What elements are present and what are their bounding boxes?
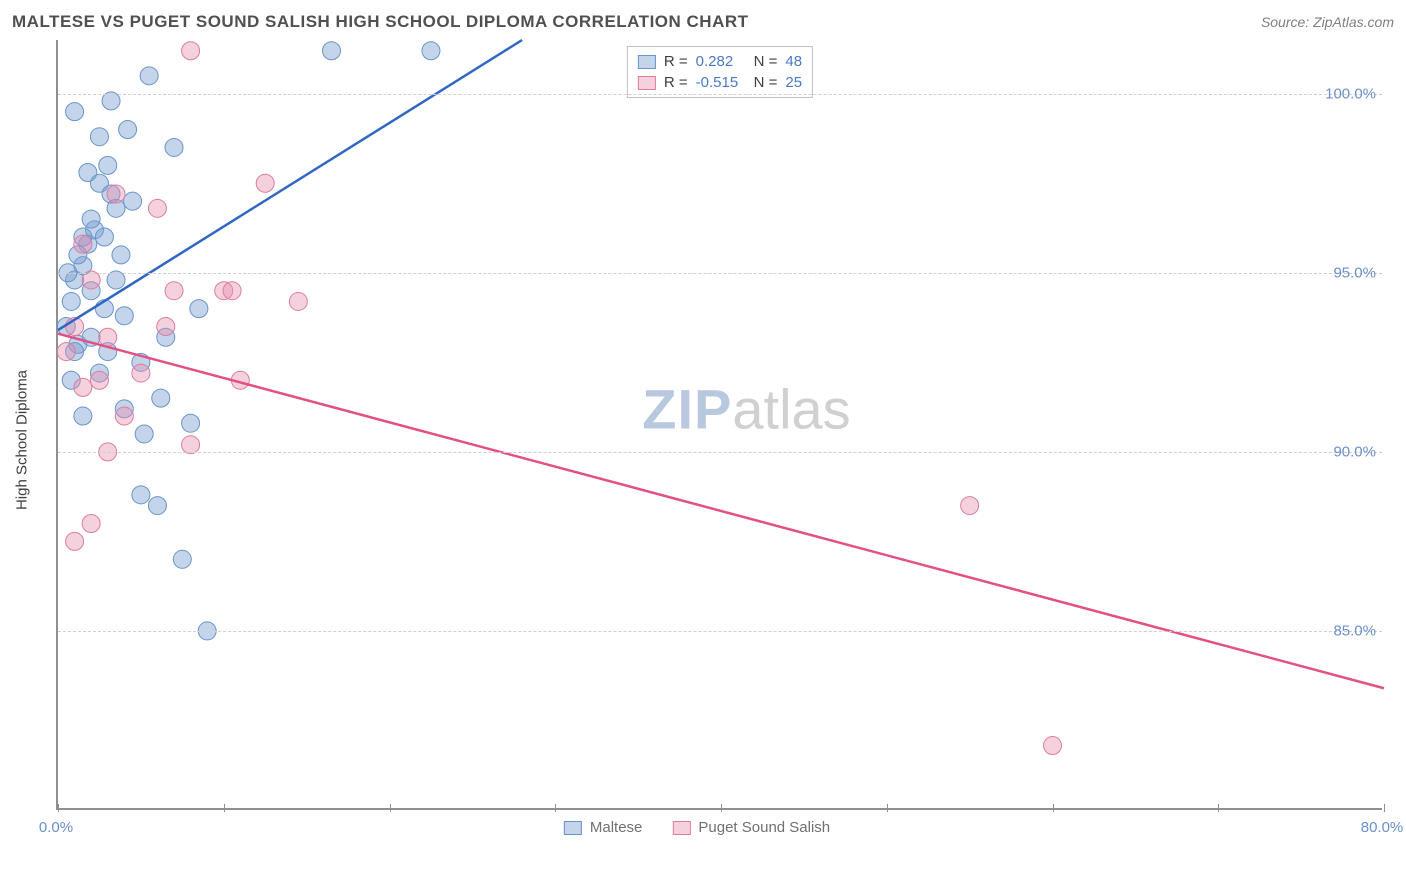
chart-title: MALTESE VS PUGET SOUND SALISH HIGH SCHOO… [12,12,749,32]
data-point [90,371,108,389]
data-point [99,328,117,346]
gridline [58,631,1382,632]
data-point [79,164,97,182]
data-point [132,486,150,504]
data-point [422,42,440,60]
data-point [119,121,137,139]
data-point [322,42,340,60]
salish-swatch-icon [672,821,690,835]
data-point [66,532,84,550]
y-tick-label: 100.0% [1325,85,1376,102]
x-tick [58,804,59,812]
data-point [148,199,166,217]
data-point [62,292,80,310]
n-label: N = [754,74,778,91]
chart-container: MALTESE VS PUGET SOUND SALISH HIGH SCHOO… [0,0,1406,892]
data-point [66,103,84,121]
salish-swatch-icon [638,76,656,90]
legend-label-maltese: Maltese [590,819,643,836]
data-point [165,282,183,300]
x-tick [555,804,556,812]
y-tick-label: 85.0% [1333,622,1376,639]
data-point [124,192,142,210]
data-point [132,364,150,382]
x-tick [1053,804,1054,812]
legend-item-salish: Puget Sound Salish [672,819,830,836]
data-point [57,343,75,361]
gridline [58,94,1382,95]
legend-row-salish: R = -0.515 N = 25 [638,72,802,93]
bottom-legend: Maltese Puget Sound Salish [564,819,830,836]
regression-line [58,40,522,330]
gridline [58,452,1382,453]
header: MALTESE VS PUGET SOUND SALISH HIGH SCHOO… [12,12,1394,32]
data-point [135,425,153,443]
data-point [74,407,92,425]
n-label: N = [754,53,778,70]
plot-area: ZIPatlas R = 0.282 N = 48 R = -0.515 N =… [56,40,1382,810]
x-tick-label: 80.0% [1361,819,1404,836]
data-point [115,307,133,325]
n-value-maltese: 48 [785,53,802,70]
data-point [112,246,130,264]
data-point [165,138,183,156]
x-tick [887,804,888,812]
data-point [74,235,92,253]
data-point [115,407,133,425]
data-point [90,128,108,146]
data-point [148,497,166,515]
x-tick [1218,804,1219,812]
r-label: R = [664,53,688,70]
data-point [107,185,125,203]
y-tick-label: 95.0% [1333,264,1376,281]
x-tick [224,804,225,812]
data-point [82,210,100,228]
r-label: R = [664,74,688,91]
correlation-legend: R = 0.282 N = 48 R = -0.515 N = 25 [627,46,813,98]
legend-item-maltese: Maltese [564,819,643,836]
legend-label-salish: Puget Sound Salish [698,819,830,836]
data-point [182,414,200,432]
y-axis-label: High School Diploma [14,370,31,510]
source-label: Source: ZipAtlas.com [1261,14,1394,30]
x-tick [1384,804,1385,812]
data-point [140,67,158,85]
data-point [223,282,241,300]
data-point [256,174,274,192]
data-point [74,378,92,396]
data-point [95,228,113,246]
data-point [173,550,191,568]
data-point [157,318,175,336]
x-tick-label: 0.0% [39,819,73,836]
data-point [99,156,117,174]
regression-line [58,334,1384,689]
data-point [182,42,200,60]
scatter-svg [58,40,1382,808]
maltese-swatch-icon [638,55,656,69]
data-point [152,389,170,407]
x-tick [390,804,391,812]
data-point [961,497,979,515]
r-value-maltese: 0.282 [696,53,746,70]
data-point [190,300,208,318]
n-value-salish: 25 [785,74,802,91]
maltese-swatch-icon [564,821,582,835]
r-value-salish: -0.515 [696,74,746,91]
gridline [58,273,1382,274]
x-tick [721,804,722,812]
y-tick-label: 90.0% [1333,443,1376,460]
data-point [1044,737,1062,755]
data-point [289,292,307,310]
legend-row-maltese: R = 0.282 N = 48 [638,51,802,72]
chart-area: High School Diploma ZIPatlas R = 0.282 N… [12,40,1382,840]
data-point [82,514,100,532]
